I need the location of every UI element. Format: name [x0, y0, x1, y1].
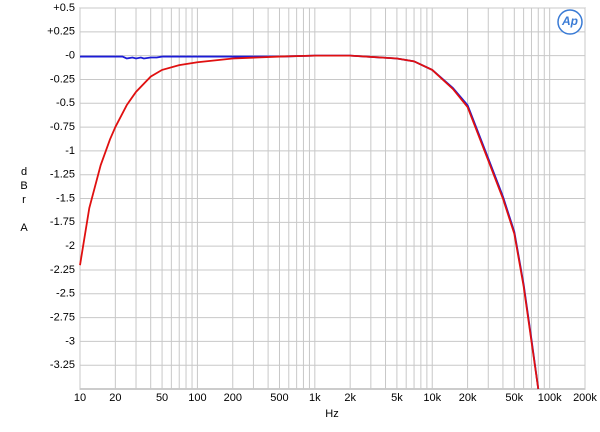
- y-tick-label: -1.25: [50, 169, 75, 181]
- series-line: [79, 54, 540, 390]
- x-tick-label: 1k: [309, 392, 321, 404]
- y-tick-label: -3.25: [50, 359, 75, 371]
- y-tick-label: -1.5: [56, 192, 75, 204]
- x-axis-label: Hz: [325, 408, 338, 420]
- y-tick-label: -0.25: [50, 73, 75, 85]
- x-tick-label: 5k: [391, 392, 403, 404]
- y-tick-label: -2.25: [50, 264, 75, 276]
- x-tick-label: 10k: [423, 392, 441, 404]
- y-tick-label: -2.5: [56, 288, 75, 300]
- x-tick-label: 200k: [573, 392, 597, 404]
- y-tick-label: -0.5: [56, 97, 75, 109]
- x-tick-label: 500: [270, 392, 288, 404]
- logo: Ap: [561, 14, 578, 28]
- y-tick-label: -0.75: [50, 121, 75, 133]
- x-tick-label: 20k: [459, 392, 477, 404]
- x-tick-label: 100: [188, 392, 206, 404]
- y-tick-label: -1: [65, 145, 75, 157]
- y-tick-label: -3: [65, 335, 75, 347]
- x-tick-label: 50: [156, 392, 168, 404]
- x-tick-label: 50k: [505, 392, 523, 404]
- y-tick-label: -1.75: [50, 216, 75, 228]
- y-tick-label: -2: [65, 240, 75, 252]
- y-tick-label: -2.75: [50, 311, 75, 323]
- y-tick-label: +0.25: [47, 26, 75, 38]
- x-tick-label: 100k: [538, 392, 562, 404]
- y-tick-label: +0.5: [53, 2, 75, 14]
- y-tick-label: -0: [65, 50, 75, 62]
- x-tick-label: 20: [109, 392, 121, 404]
- x-tick-label: 200: [224, 392, 242, 404]
- logo-ring: [557, 9, 583, 35]
- x-tick-label: 10: [74, 392, 86, 404]
- x-tick-label: 2k: [344, 392, 356, 404]
